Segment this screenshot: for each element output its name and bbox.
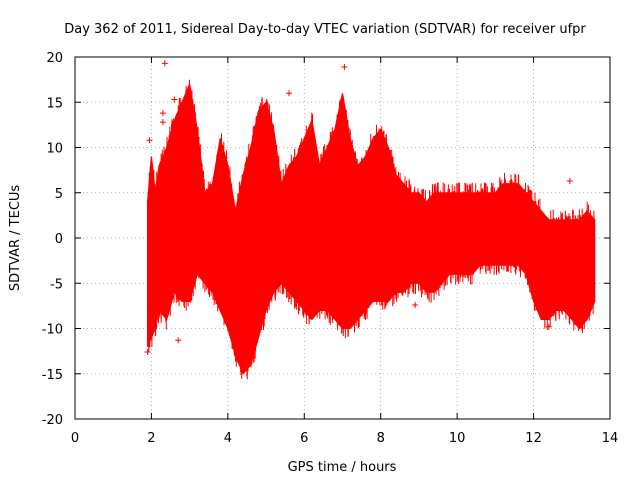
sdtvar-edge-spikes (148, 79, 595, 380)
outlier-point (576, 321, 583, 328)
outlier-point (286, 90, 292, 97)
sdtvar-data-band (147, 81, 596, 375)
y-tick-label: 5 (55, 187, 63, 202)
y-tick-label: -15 (42, 368, 63, 383)
outlier-point (341, 63, 348, 70)
outlier-markers (144, 60, 583, 356)
y-tick-label: 0 (55, 232, 63, 247)
outlier-point (171, 96, 178, 103)
y-tick-label: -20 (42, 413, 63, 428)
x-tick-label: 12 (525, 431, 542, 446)
x-tick-label: 8 (377, 431, 385, 446)
x-tick-labels: 0 2 4 6 8 10 12 14 (71, 431, 618, 446)
data-layer (147, 79, 596, 380)
outlier-point (161, 60, 168, 67)
outlier-point (146, 137, 153, 144)
x-axis-label: GPS time / hours (288, 460, 397, 475)
y-axis-label: SDTVAR / TECUs (8, 185, 23, 292)
y-tick-label: 15 (46, 96, 63, 111)
outlier-point (566, 177, 573, 184)
x-tick-label: 0 (71, 431, 79, 446)
x-tick-label: 4 (224, 431, 232, 446)
outlier-point (175, 337, 182, 344)
outlier-point (144, 349, 151, 356)
chart-title: Day 362 of 2011, Sidereal Day-to-day VTE… (64, 22, 586, 37)
y-tick-label: 20 (46, 51, 63, 66)
y-tick-label: -5 (50, 277, 63, 292)
x-tick-label: 6 (300, 431, 308, 446)
outlier-point (159, 110, 166, 117)
outlier-point (545, 323, 552, 330)
axis-ticks (74, 56, 611, 420)
outlier-point (412, 301, 419, 308)
y-tick-labels: -20 -15 -10 -5 0 5 10 15 20 (42, 51, 63, 428)
y-tick-label: -10 (42, 323, 63, 338)
y-tick-label: 10 (46, 142, 63, 157)
x-tick-label: 14 (602, 431, 619, 446)
outlier-point (159, 119, 166, 126)
x-tick-label: 2 (147, 431, 155, 446)
x-tick-label: 10 (449, 431, 466, 446)
